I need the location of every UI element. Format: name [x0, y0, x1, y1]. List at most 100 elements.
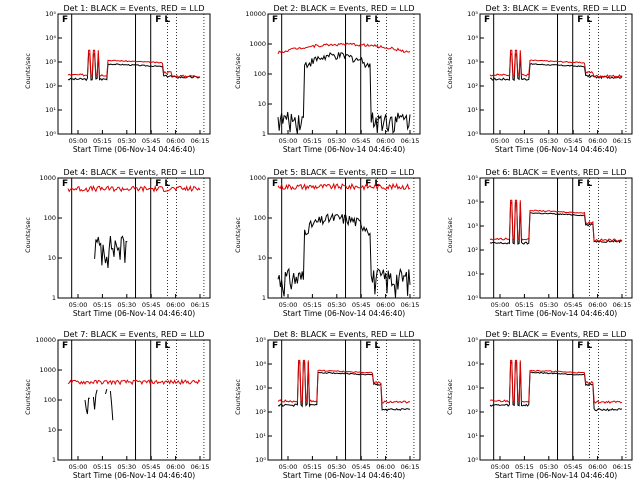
x-tick-label: 05:00: [69, 137, 88, 145]
series-lld-line: [277, 359, 411, 404]
edge-label-right2: L: [374, 341, 380, 351]
plot-frame: [57, 13, 211, 135]
chart-title: Det 9: BLACK = Events, RED = LLD: [486, 330, 627, 339]
x-tick-label: 05:15: [303, 137, 322, 145]
y-tick-label: 10¹: [467, 106, 478, 114]
y-tick-label: 10⁵: [467, 10, 478, 18]
plot-frame: [479, 177, 633, 299]
y-tick-label: 1: [52, 456, 56, 464]
y-tick-label: 10⁵: [467, 174, 478, 182]
y-tick-label: 10³: [467, 222, 478, 230]
x-tick-label: 05:15: [515, 463, 534, 471]
x-tick-label: 05:30: [117, 463, 136, 471]
x-tick-label: 06:00: [166, 463, 185, 471]
chart-title: Det 6: BLACK = Events, RED = LLD: [486, 168, 627, 177]
edge-label-left: F: [62, 179, 68, 189]
edge-label-right: F: [155, 15, 161, 25]
chart-title: Det 8: BLACK = Events, RED = LLD: [274, 330, 415, 339]
y-tick-label: 10⁴: [255, 360, 266, 368]
x-tick-label: 05:15: [93, 301, 112, 309]
edge-label-right2: L: [164, 179, 170, 189]
chart-panel-3: Det 3: BLACK = Events, RED = LLD 10⁰ 10¹ 10…: [446, 4, 633, 154]
edge-label-left: F: [484, 15, 490, 25]
x-tick-label: 05:00: [279, 463, 298, 471]
x-tick-label: 05:45: [564, 137, 583, 145]
y-tick-label: 10⁰: [255, 456, 266, 464]
y-tick-label: 10³: [45, 58, 56, 66]
edge-label-left: F: [484, 341, 490, 351]
y-tick-label: 10⁵: [255, 336, 266, 344]
y-tick-label: 10¹: [467, 432, 478, 440]
series-lld-line: [489, 199, 623, 242]
x-axis-label: Start Time (06-Nov-14 04:46:40): [495, 145, 617, 154]
series-lld-line: [277, 182, 411, 192]
x-axis-label: Start Time (06-Nov-14 04:46:40): [495, 471, 617, 480]
y-tick-label: 1: [262, 130, 266, 138]
y-tick-label: 10: [48, 254, 56, 262]
y-tick-label: 10⁵: [45, 10, 56, 18]
x-axis-label: Start Time (06-Nov-14 04:46:40): [73, 309, 195, 318]
y-tick-label: 10⁴: [467, 198, 478, 206]
y-tick-label: 10: [48, 426, 56, 434]
series-lld-line: [277, 42, 411, 55]
x-tick-label: 05:30: [117, 137, 136, 145]
x-tick-label: 06:15: [191, 137, 210, 145]
chart-panel-5: Det 5: BLACK = Events, RED = LLD 1 10 100 10…: [234, 168, 421, 318]
x-tick-label: 05:30: [327, 137, 346, 145]
y-axis-label: Counts/sec: [234, 217, 242, 253]
y-axis-label: Counts/sec: [446, 379, 454, 415]
x-tick-label: 05:00: [279, 137, 298, 145]
x-tick-label: 06:15: [613, 463, 632, 471]
chart-title: Det 1: BLACK = Events, RED = LLD: [64, 4, 205, 13]
x-tick-label: 05:00: [69, 463, 88, 471]
chart-panel-8: Det 8: BLACK = Events, RED = LLD 10⁰ 10¹ 10…: [234, 330, 421, 480]
y-tick-label: 1: [52, 294, 56, 302]
y-tick-label: 10⁴: [467, 360, 478, 368]
y-tick-label: 1000: [39, 174, 56, 182]
y-tick-label: 100: [254, 70, 266, 78]
x-tick-label: 05:45: [564, 301, 583, 309]
edge-label-right2: L: [586, 179, 592, 189]
chart-panel-2: Det 2: BLACK = Events, RED = LLD 1 10 100 10…: [234, 4, 421, 154]
y-tick-label: 10³: [467, 58, 478, 66]
y-tick-label: 10⁰: [467, 130, 478, 138]
series-events-line: [85, 389, 119, 420]
plot-frame: [57, 177, 211, 299]
x-tick-label: 05:45: [352, 137, 371, 145]
x-tick-label: 06:00: [588, 463, 607, 471]
edge-label-left: F: [272, 341, 278, 351]
edge-label-right2: L: [586, 341, 592, 351]
chart-panel-1: Det 1: BLACK = Events, RED = LLD 10⁰ 10¹ 10…: [24, 4, 211, 154]
chart-panel-9: Det 9: BLACK = Events, RED = LLD 10⁰ 10¹ 10…: [446, 330, 633, 480]
x-tick-label: 05:30: [539, 463, 558, 471]
y-tick-label: 10⁰: [45, 130, 56, 138]
x-tick-label: 05:45: [142, 137, 161, 145]
y-axis-label: Counts/sec: [24, 217, 32, 253]
x-tick-label: 06:15: [191, 301, 210, 309]
y-tick-label: 10²: [255, 408, 266, 416]
x-tick-label: 06:15: [191, 463, 210, 471]
y-tick-label: 10²: [45, 82, 56, 90]
y-tick-label: 10: [258, 100, 266, 108]
edge-label-right: F: [155, 341, 161, 351]
x-tick-label: 05:00: [491, 301, 510, 309]
plot-frame: [267, 177, 421, 299]
edge-label-right: F: [577, 15, 583, 25]
y-tick-label: 10: [258, 254, 266, 262]
x-tick-label: 05:45: [142, 301, 161, 309]
series-lld-line: [67, 49, 201, 78]
series-lld-line: [489, 49, 623, 78]
x-tick-label: 05:15: [515, 137, 534, 145]
x-tick-label: 06:15: [613, 301, 632, 309]
plot-frame: [57, 339, 211, 461]
y-tick-label: 100: [44, 396, 56, 404]
plot-frame: [479, 339, 633, 461]
edge-label-right2: L: [164, 341, 170, 351]
y-axis-label: Counts/sec: [446, 53, 454, 89]
edge-label-left: F: [484, 179, 490, 189]
series-lld-line: [67, 378, 201, 386]
y-tick-label: 1000: [39, 366, 56, 374]
x-tick-label: 06:15: [613, 137, 632, 145]
